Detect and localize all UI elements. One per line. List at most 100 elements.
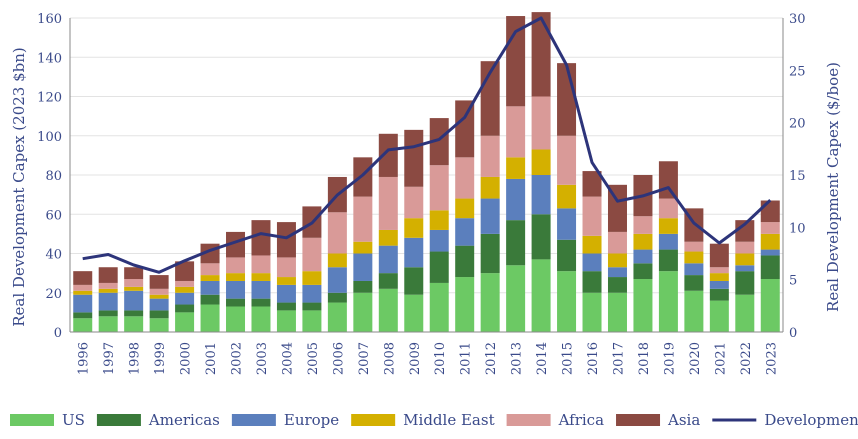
bar-americas-1996 — [73, 312, 93, 319]
bar-europe-2018 — [633, 249, 653, 264]
bar-europe-2009 — [404, 237, 424, 268]
bar-americas-2006 — [327, 292, 347, 303]
bar-middle-east-2004 — [276, 277, 296, 285]
y-axis-title-right: Real Development Capex ($/boe) — [824, 62, 842, 312]
bar-middle-east-2019 — [658, 218, 678, 234]
bar-middle-east-2006 — [327, 253, 347, 268]
bar-africa-2005 — [302, 237, 322, 272]
bar-asia-2016 — [582, 171, 602, 197]
bar-europe-2023 — [760, 249, 780, 256]
bar-europe-2002 — [226, 280, 246, 299]
y-tick-label-left: 80 — [45, 169, 62, 184]
bar-us-2001 — [200, 304, 220, 332]
bar-middle-east-1997 — [98, 288, 118, 293]
bar-middle-east-1999 — [149, 294, 169, 299]
bar-asia-2019 — [658, 161, 678, 199]
legend-label-asia: Asia — [667, 411, 700, 429]
bar-us-2016 — [582, 292, 602, 332]
y-tick-label-right: 30 — [789, 12, 806, 27]
bar-asia-2002 — [226, 231, 246, 258]
bar-africa-2021 — [709, 267, 729, 274]
legend-swatch-africa — [506, 414, 551, 426]
bar-asia-2015 — [557, 63, 577, 136]
x-tick-label: 2000 — [179, 342, 194, 375]
x-tick-label: 1999 — [153, 342, 168, 375]
x-tick-label: 2005 — [306, 342, 321, 375]
bar-africa-1999 — [149, 288, 169, 295]
bar-africa-2007 — [353, 196, 373, 242]
bar-europe-2010 — [429, 229, 449, 252]
bar-americas-2015 — [557, 239, 577, 272]
bar-americas-2001 — [200, 294, 220, 305]
bar-europe-2011 — [455, 218, 475, 246]
legend-label-americas: Americas — [148, 411, 220, 429]
bar-us-2011 — [455, 277, 475, 332]
bar-us-2023 — [760, 279, 780, 332]
legend-label-europe: Europe — [284, 411, 339, 429]
y-tick-label-left: 100 — [37, 130, 62, 145]
bar-europe-2004 — [276, 284, 296, 303]
y-tick-label-right: 0 — [789, 326, 797, 341]
x-tick-label: 2011 — [459, 342, 474, 375]
bar-europe-2001 — [200, 280, 220, 295]
bar-americas-2008 — [378, 273, 398, 289]
legend-swatch-middle-east — [351, 414, 396, 426]
bar-middle-east-2012 — [480, 176, 500, 199]
legend-label-us: US — [62, 411, 85, 429]
bar-middle-east-2000 — [175, 286, 195, 293]
bar-us-2004 — [276, 310, 296, 332]
bar-americas-2012 — [480, 233, 500, 274]
bar-americas-2023 — [760, 255, 780, 280]
capex-per-boe-line — [82, 16, 772, 274]
y-tick-label-left: 160 — [37, 12, 62, 27]
legend-swatch-americas — [96, 414, 141, 426]
bar-africa-2019 — [658, 198, 678, 219]
legend-label-africa: Africa — [558, 411, 604, 429]
x-tick-label: 2015 — [561, 342, 576, 375]
bar-africa-2017 — [607, 231, 627, 254]
bar-asia-1996 — [73, 271, 93, 285]
bar-americas-2017 — [607, 277, 627, 293]
bar-us-2008 — [378, 288, 398, 332]
bar-asia-1999 — [149, 275, 169, 289]
y-tick-label-right: 20 — [789, 117, 806, 132]
bar-africa-2020 — [684, 241, 704, 252]
bar-africa-2018 — [633, 216, 653, 234]
bar-asia-2022 — [735, 220, 755, 242]
bar-middle-east-2007 — [353, 241, 373, 254]
bar-africa-2009 — [404, 186, 424, 219]
bar-americas-2010 — [429, 251, 449, 283]
bar-americas-2020 — [684, 275, 704, 291]
bar-africa-1996 — [73, 284, 93, 291]
bar-asia-2014 — [531, 12, 551, 97]
bar-africa-2006 — [327, 212, 347, 254]
bar-americas-2004 — [276, 302, 296, 311]
x-tick-label: 2017 — [611, 342, 626, 375]
bar-europe-2019 — [658, 233, 678, 250]
capex-per-boe-line-group — [82, 16, 772, 274]
bar-us-2007 — [353, 292, 373, 332]
bar-us-2010 — [429, 282, 449, 332]
bar-europe-2006 — [327, 267, 347, 293]
bar-us-1998 — [124, 316, 144, 332]
bar-europe-2008 — [378, 245, 398, 274]
bar-us-2022 — [735, 294, 755, 332]
x-tick-label: 2013 — [510, 342, 525, 375]
y-tick-label-left: 0 — [54, 326, 62, 341]
bar-us-2006 — [327, 302, 347, 332]
bar-americas-2000 — [175, 304, 195, 313]
bar-middle-east-2018 — [633, 233, 653, 250]
bar-africa-1997 — [98, 282, 118, 289]
bar-americas-2022 — [735, 271, 755, 295]
bar-middle-east-2023 — [760, 233, 780, 250]
bar-us-2000 — [175, 312, 195, 332]
bar-us-2018 — [633, 279, 653, 332]
bar-europe-2013 — [506, 178, 526, 221]
bar-us-1997 — [98, 316, 118, 332]
bar-europe-2012 — [480, 198, 500, 234]
bar-middle-east-2003 — [251, 273, 271, 281]
bar-us-1999 — [149, 318, 169, 332]
bar-asia-2008 — [378, 133, 398, 177]
x-tick-label: 2003 — [255, 342, 270, 375]
bar-middle-east-2011 — [455, 198, 475, 219]
